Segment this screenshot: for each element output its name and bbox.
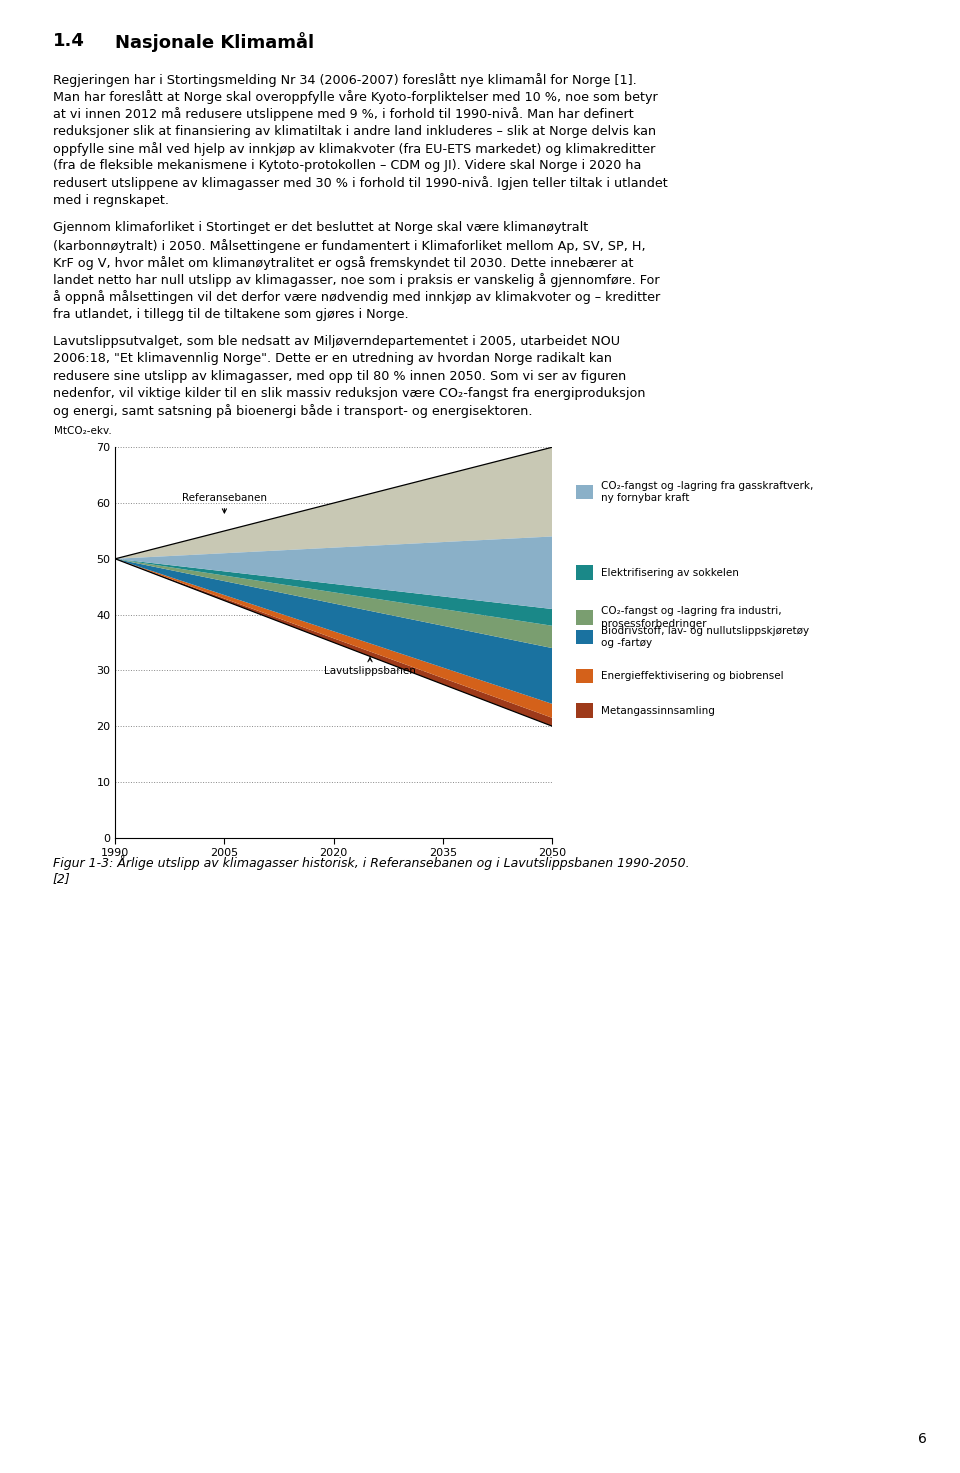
Text: og energi, samt satsning på bioenergi både i transport- og energisektoren.: og energi, samt satsning på bioenergi bå… — [53, 404, 532, 418]
Text: Elektrifisering av sokkelen: Elektrifisering av sokkelen — [601, 567, 739, 577]
Text: Metangassinnsamling: Metangassinnsamling — [601, 706, 715, 716]
Text: 2006:18, "Et klimavennlig Norge". Dette er en utredning av hvordan Norge radikal: 2006:18, "Et klimavennlig Norge". Dette … — [53, 352, 612, 365]
Text: prosessforbedringer: prosessforbedringer — [601, 619, 707, 629]
Text: Referansebanen: Referansebanen — [181, 493, 267, 513]
Text: med i regnskapet.: med i regnskapet. — [53, 194, 169, 206]
Text: (karbonnøytralt) i 2050. Målsettingene er fundamentert i Klimaforliket mellom Ap: (karbonnøytralt) i 2050. Målsettingene e… — [53, 239, 645, 252]
Text: redusere sine utslipp av klimagasser, med opp til 80 % innen 2050. Som vi ser av: redusere sine utslipp av klimagasser, me… — [53, 370, 626, 383]
Text: oppfylle sine mål ved hjelp av innkjøp av klimakvoter (fra EU-ETS markedet) og k: oppfylle sine mål ved hjelp av innkjøp a… — [53, 141, 655, 156]
Polygon shape — [115, 558, 552, 717]
Text: Biodrivstoff, lav- og nullutslippskjøretøy: Biodrivstoff, lav- og nullutslippskjøret… — [601, 626, 809, 636]
Text: og -fartøy: og -fartøy — [601, 638, 652, 648]
Text: Lavutslippsbanen: Lavutslippsbanen — [324, 657, 416, 676]
Text: [2]: [2] — [53, 872, 70, 885]
Text: Figur 1-3: Årlige utslipp av klimagasser historisk, i Referansebanen og i Lavuts: Figur 1-3: Årlige utslipp av klimagasser… — [53, 856, 689, 871]
Polygon shape — [115, 558, 552, 648]
Text: at vi innen 2012 må redusere utslippene med 9 %, i forhold til 1990-nivå. Man ha: at vi innen 2012 må redusere utslippene … — [53, 108, 634, 121]
Text: å oppnå målsettingen vil det derfor være nødvendig med innkjøp av klimakvoter og: å oppnå målsettingen vil det derfor være… — [53, 290, 660, 305]
Polygon shape — [115, 536, 552, 608]
Text: Regjeringen har i Stortingsmelding Nr 34 (2006-2007) foreslått nye klimamål for : Regjeringen har i Stortingsmelding Nr 34… — [53, 74, 636, 87]
Text: fra utlandet, i tillegg til de tiltakene som gjøres i Norge.: fra utlandet, i tillegg til de tiltakene… — [53, 308, 408, 321]
Text: Energieffektivisering og biobrensel: Energieffektivisering og biobrensel — [601, 670, 783, 681]
Text: redusert utslippene av klimagasser med 30 % i forhold til 1990-nivå. Igjen telle: redusert utslippene av klimagasser med 3… — [53, 177, 667, 190]
Text: Gjennom klimaforliket i Stortinget er det besluttet at Norge skal være klimanøyt: Gjennom klimaforliket i Stortinget er de… — [53, 221, 588, 234]
Text: 1.4: 1.4 — [53, 32, 84, 50]
Text: landet netto har null utslipp av klimagasser, noe som i praksis er vanskelig å g: landet netto har null utslipp av klimaga… — [53, 273, 660, 287]
Text: (fra de fleksible mekanismene i Kytoto-protokollen – CDM og JI). Videre skal Nor: (fra de fleksible mekanismene i Kytoto-p… — [53, 159, 641, 172]
Polygon shape — [115, 558, 552, 704]
Text: reduksjoner slik at finansiering av klimatiltak i andre land inkluderes – slik a: reduksjoner slik at finansiering av klim… — [53, 125, 656, 137]
Text: Man har foreslått at Norge skal overoppfylle våre Kyoto-forpliktelser med 10 %, : Man har foreslått at Norge skal overoppf… — [53, 90, 658, 105]
Polygon shape — [115, 558, 552, 626]
Text: KrF og V, hvor målet om klimanøytralitet er også fremskyndet til 2030. Dette inn: KrF og V, hvor målet om klimanøytralitet… — [53, 256, 634, 270]
Text: 6: 6 — [918, 1432, 926, 1446]
Polygon shape — [115, 448, 552, 558]
Text: ny fornybar kraft: ny fornybar kraft — [601, 493, 689, 504]
Text: CO₂-fangst og -lagring fra gasskraftverk,: CO₂-fangst og -lagring fra gasskraftverk… — [601, 480, 813, 491]
Text: Lavutslippsutvalget, som ble nedsatt av Miljøverndepartementet i 2005, utarbeide: Lavutslippsutvalget, som ble nedsatt av … — [53, 336, 620, 348]
Text: nedenfor, vil viktige kilder til en slik massiv reduksjon være CO₂-fangst fra en: nedenfor, vil viktige kilder til en slik… — [53, 387, 645, 399]
Text: MtCO₂-ekv.: MtCO₂-ekv. — [54, 426, 111, 436]
Polygon shape — [115, 558, 552, 726]
Text: CO₂-fangst og -lagring fra industri,: CO₂-fangst og -lagring fra industri, — [601, 605, 781, 616]
Text: Nasjonale Klimamål: Nasjonale Klimamål — [115, 32, 314, 52]
